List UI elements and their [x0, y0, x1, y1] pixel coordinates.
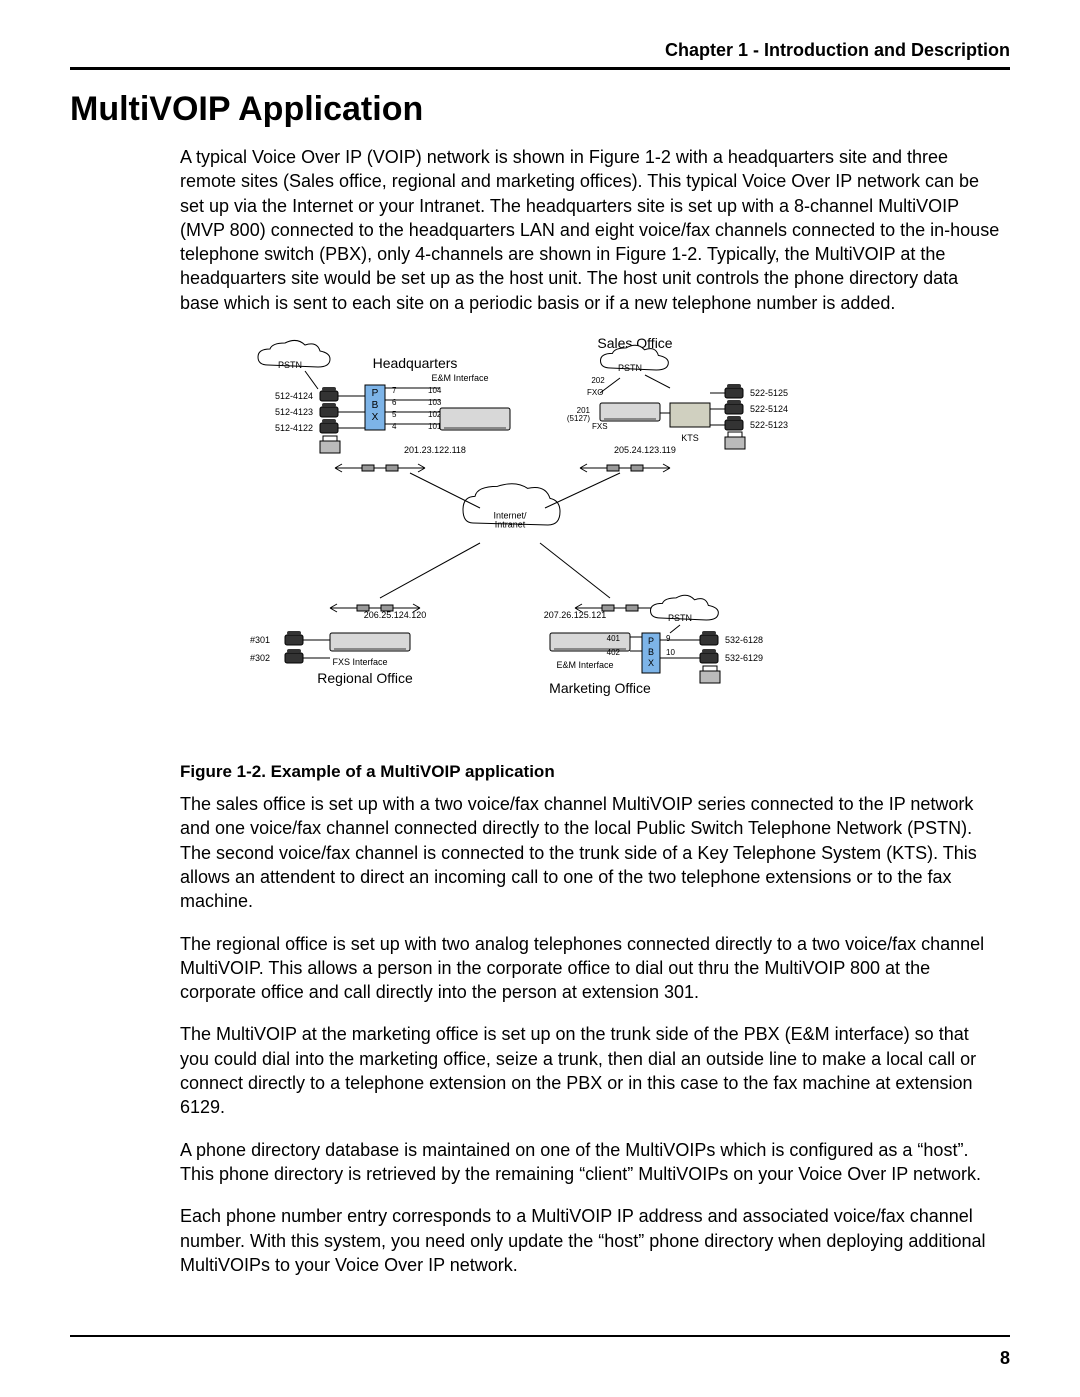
- document-page: Chapter 1 - Introduction and Description…: [0, 0, 1080, 1397]
- svg-text:207.26.125.121: 207.26.125.121: [544, 610, 607, 620]
- svg-text:402: 402: [607, 648, 621, 657]
- svg-text:206.25.124.120: 206.25.124.120: [364, 610, 427, 620]
- svg-text:7: 7: [392, 386, 397, 395]
- figure-1-2: HeadquartersPSTNE&M InterfacePBX512-4124…: [180, 333, 1000, 748]
- svg-text:512-4123: 512-4123: [275, 407, 313, 417]
- svg-text:E&M Interface: E&M Interface: [431, 373, 488, 383]
- svg-text:512-4124: 512-4124: [275, 391, 313, 401]
- paragraph-6: Each phone number entry corresponds to a…: [180, 1204, 1000, 1277]
- svg-text:P: P: [648, 636, 654, 646]
- svg-text:10: 10: [666, 648, 675, 657]
- svg-text:B: B: [372, 400, 379, 411]
- svg-text:202: 202: [591, 376, 605, 385]
- svg-text:532-6128: 532-6128: [725, 635, 763, 645]
- page-title: MultiVOIP Application: [70, 90, 1010, 129]
- svg-text:Regional Office: Regional Office: [317, 670, 413, 686]
- svg-text:522-5125: 522-5125: [750, 388, 788, 398]
- svg-text:103: 103: [428, 398, 442, 407]
- svg-text:#302: #302: [250, 653, 270, 663]
- svg-text:205.24.123.119: 205.24.123.119: [614, 445, 676, 455]
- svg-text:PSTN: PSTN: [278, 360, 302, 370]
- svg-text:B: B: [648, 647, 654, 657]
- svg-text:PSTN: PSTN: [618, 363, 642, 373]
- svg-text:#301: #301: [250, 635, 270, 645]
- svg-text:532-6129: 532-6129: [725, 653, 763, 663]
- paragraph-3: The regional office is set up with two a…: [180, 932, 1000, 1005]
- svg-text:9: 9: [666, 634, 671, 643]
- figure-caption: Figure 1-2. Example of a MultiVOIP appli…: [180, 762, 1000, 782]
- svg-text:512-4122: 512-4122: [275, 423, 313, 433]
- body-block: A typical Voice Over IP (VOIP) network i…: [180, 145, 1000, 1277]
- svg-text:4: 4: [392, 422, 397, 431]
- svg-text:FXS Interface: FXS Interface: [332, 657, 387, 667]
- svg-text:Internet/Intranet: Internet/Intranet: [493, 511, 527, 530]
- footer-rule-wrap: [70, 1335, 1010, 1337]
- svg-text:201.23.122.118: 201.23.122.118: [404, 445, 466, 455]
- svg-text:104: 104: [428, 386, 442, 395]
- svg-text:522-5124: 522-5124: [750, 404, 788, 414]
- svg-text:522-5123: 522-5123: [750, 420, 788, 430]
- svg-text:201(5127): 201(5127): [567, 406, 591, 423]
- svg-text:X: X: [372, 412, 379, 423]
- svg-text:Marketing Office: Marketing Office: [549, 680, 651, 696]
- svg-text:5: 5: [392, 410, 397, 419]
- page-number: 8: [1000, 1348, 1010, 1369]
- svg-text:KTS: KTS: [681, 433, 699, 443]
- svg-text:P: P: [372, 388, 379, 399]
- paragraph-2: The sales office is set up with a two vo…: [180, 792, 1000, 913]
- svg-text:6: 6: [392, 398, 397, 407]
- svg-text:401: 401: [607, 634, 621, 643]
- svg-text:Headquarters: Headquarters: [373, 355, 458, 371]
- paragraph-5: A phone directory database is maintained…: [180, 1138, 1000, 1187]
- svg-text:PSTN: PSTN: [668, 613, 692, 623]
- chapter-header: Chapter 1 - Introduction and Description: [70, 40, 1010, 61]
- header-rule: [70, 67, 1010, 70]
- svg-text:FXS: FXS: [592, 422, 608, 431]
- svg-text:E&M Interface: E&M Interface: [556, 660, 613, 670]
- paragraph-4: The MultiVOIP at the marketing office is…: [180, 1022, 1000, 1119]
- svg-text:X: X: [648, 658, 654, 668]
- network-diagram-svg: HeadquartersPSTNE&M InterfacePBX512-4124…: [180, 333, 800, 743]
- paragraph-1: A typical Voice Over IP (VOIP) network i…: [180, 145, 1000, 315]
